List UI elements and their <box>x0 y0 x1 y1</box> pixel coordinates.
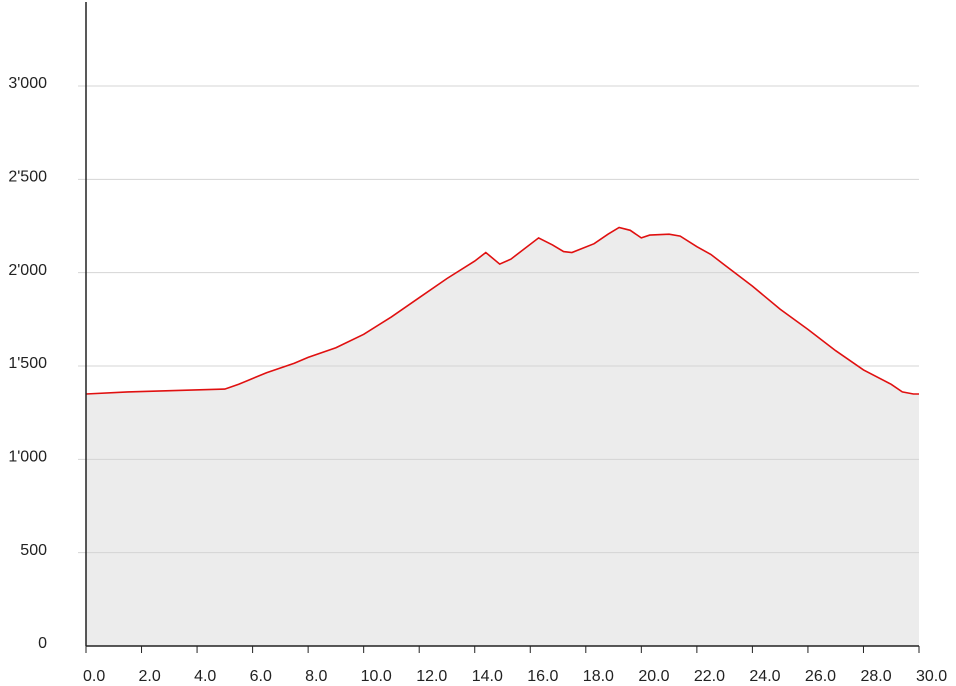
y-tick-label: 500 <box>20 542 47 559</box>
y-tick-label: 1'000 <box>8 449 47 466</box>
area-fill <box>86 227 919 646</box>
x-tick-label: 16.0 <box>527 668 558 685</box>
x-tick-label: 26.0 <box>805 668 836 685</box>
y-tick-label: 2'500 <box>8 169 47 186</box>
x-tick-label: 18.0 <box>583 668 614 685</box>
elevation-line <box>85 226 919 395</box>
x-tick-label: 14.0 <box>472 668 503 685</box>
x-tick-label: 12.0 <box>416 668 447 685</box>
y-tick-label: 0 <box>38 635 47 652</box>
x-tick-label: 8.0 <box>305 668 327 685</box>
x-tick-label: 28.0 <box>860 668 891 685</box>
x-tick-label: 6.0 <box>250 668 272 685</box>
x-tick-label: 30.0 <box>916 668 947 685</box>
y-tick-label: 2'000 <box>8 262 47 279</box>
x-tick-label: 24.0 <box>749 668 780 685</box>
y-tick-label: 1'500 <box>8 355 47 372</box>
x-tick-label: 22.0 <box>694 668 725 685</box>
x-tick-label: 10.0 <box>361 668 392 685</box>
x-tick-label: 2.0 <box>139 668 161 685</box>
y-tick-label: 3'000 <box>8 75 47 92</box>
x-tick-label: 20.0 <box>638 668 669 685</box>
x-tick-label: 4.0 <box>194 668 216 685</box>
x-tick-label: 0.0 <box>83 668 105 685</box>
